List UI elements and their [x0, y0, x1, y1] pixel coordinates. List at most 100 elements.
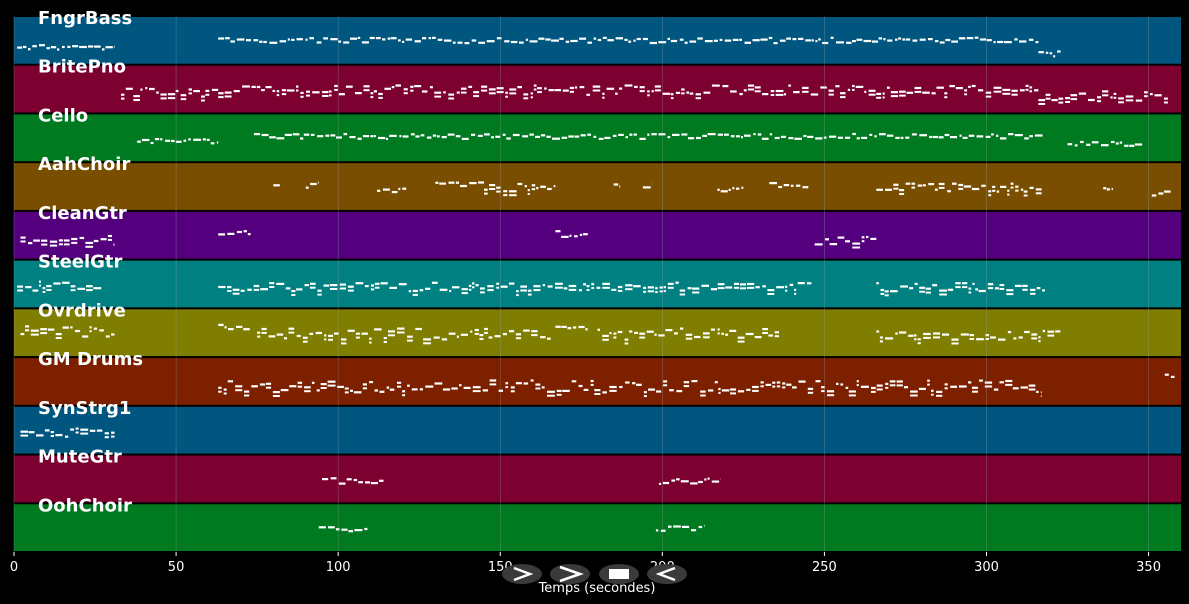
note [329, 288, 338, 290]
note [649, 41, 657, 45]
note [659, 286, 663, 289]
note [876, 388, 883, 391]
note [883, 38, 886, 41]
note [587, 133, 591, 136]
note [471, 39, 477, 42]
note [488, 336, 493, 339]
note [583, 388, 589, 391]
note [72, 45, 79, 48]
note [397, 331, 405, 334]
note [591, 287, 595, 290]
note [494, 335, 501, 338]
note [938, 186, 945, 189]
note [722, 85, 729, 88]
note [289, 385, 297, 388]
note [667, 286, 674, 289]
note [444, 39, 452, 42]
note [927, 38, 933, 41]
note [211, 88, 219, 91]
note [673, 525, 681, 528]
note [253, 39, 259, 42]
fast-forward-button[interactable] [550, 564, 590, 584]
note [999, 288, 1005, 290]
note [437, 38, 443, 41]
note [378, 92, 383, 96]
note [210, 142, 215, 145]
note [828, 89, 834, 92]
note [502, 333, 507, 336]
note [111, 431, 115, 434]
note [276, 94, 280, 97]
note [347, 289, 354, 292]
note [762, 332, 768, 334]
note [327, 384, 336, 387]
note [752, 39, 760, 42]
note [1005, 383, 1013, 386]
note [329, 284, 338, 287]
note [149, 87, 155, 91]
note [1053, 55, 1056, 58]
note [547, 187, 552, 191]
note [329, 90, 332, 93]
note [797, 282, 805, 285]
note [1011, 89, 1018, 92]
note [434, 91, 442, 94]
note [776, 286, 785, 289]
note [871, 390, 876, 393]
track-band [14, 504, 1181, 551]
note [387, 37, 391, 40]
note [1020, 386, 1028, 389]
note [788, 137, 794, 140]
note [1022, 288, 1028, 291]
note [259, 383, 266, 386]
note [1038, 336, 1041, 339]
note [618, 133, 624, 136]
note [414, 85, 422, 88]
note [683, 385, 690, 388]
note [1040, 395, 1042, 398]
note-cluster [305, 181, 319, 189]
note [398, 187, 401, 191]
note [1002, 88, 1011, 91]
rewind-button[interactable] [647, 564, 687, 584]
note [49, 244, 58, 247]
note [30, 333, 39, 336]
note [979, 38, 987, 41]
note [280, 389, 289, 392]
note [537, 91, 542, 94]
note [202, 138, 206, 141]
note [643, 286, 647, 289]
track-labels: FngrBass BritePno Cello AahChoir CleanGtr Ste… [38, 8, 143, 516]
control-pill [502, 564, 542, 584]
note [944, 383, 948, 386]
note [1036, 287, 1041, 290]
note [701, 284, 709, 287]
play-button[interactable] [502, 564, 542, 584]
note [625, 136, 628, 139]
note [374, 389, 378, 392]
note [224, 326, 227, 329]
note [448, 332, 456, 335]
note [594, 389, 601, 392]
note [741, 136, 743, 139]
note [141, 138, 150, 142]
note [807, 387, 814, 390]
note [269, 282, 275, 285]
note [496, 37, 502, 40]
note [895, 38, 898, 41]
note [1018, 336, 1023, 339]
note [362, 387, 367, 390]
note [20, 240, 26, 243]
note [934, 188, 938, 191]
stop-button[interactable] [599, 564, 639, 584]
note [874, 135, 877, 138]
note [725, 286, 733, 289]
note [629, 330, 633, 333]
note [80, 432, 89, 435]
note [597, 328, 600, 331]
note [468, 284, 472, 287]
note [377, 189, 381, 192]
note [1080, 140, 1084, 144]
note [484, 331, 488, 334]
note [927, 379, 930, 382]
